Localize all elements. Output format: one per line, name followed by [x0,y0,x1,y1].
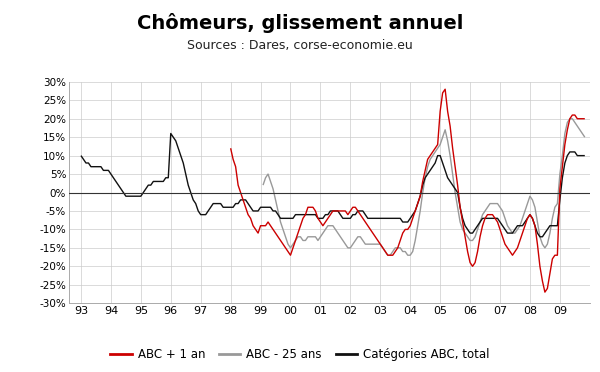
Text: Sources : Dares, corse-economie.eu: Sources : Dares, corse-economie.eu [187,39,413,52]
Legend: ABC + 1 an, ABC - 25 ans, Catégories ABC, total: ABC + 1 an, ABC - 25 ans, Catégories ABC… [106,344,494,366]
Text: Chômeurs, glissement annuel: Chômeurs, glissement annuel [137,13,463,33]
